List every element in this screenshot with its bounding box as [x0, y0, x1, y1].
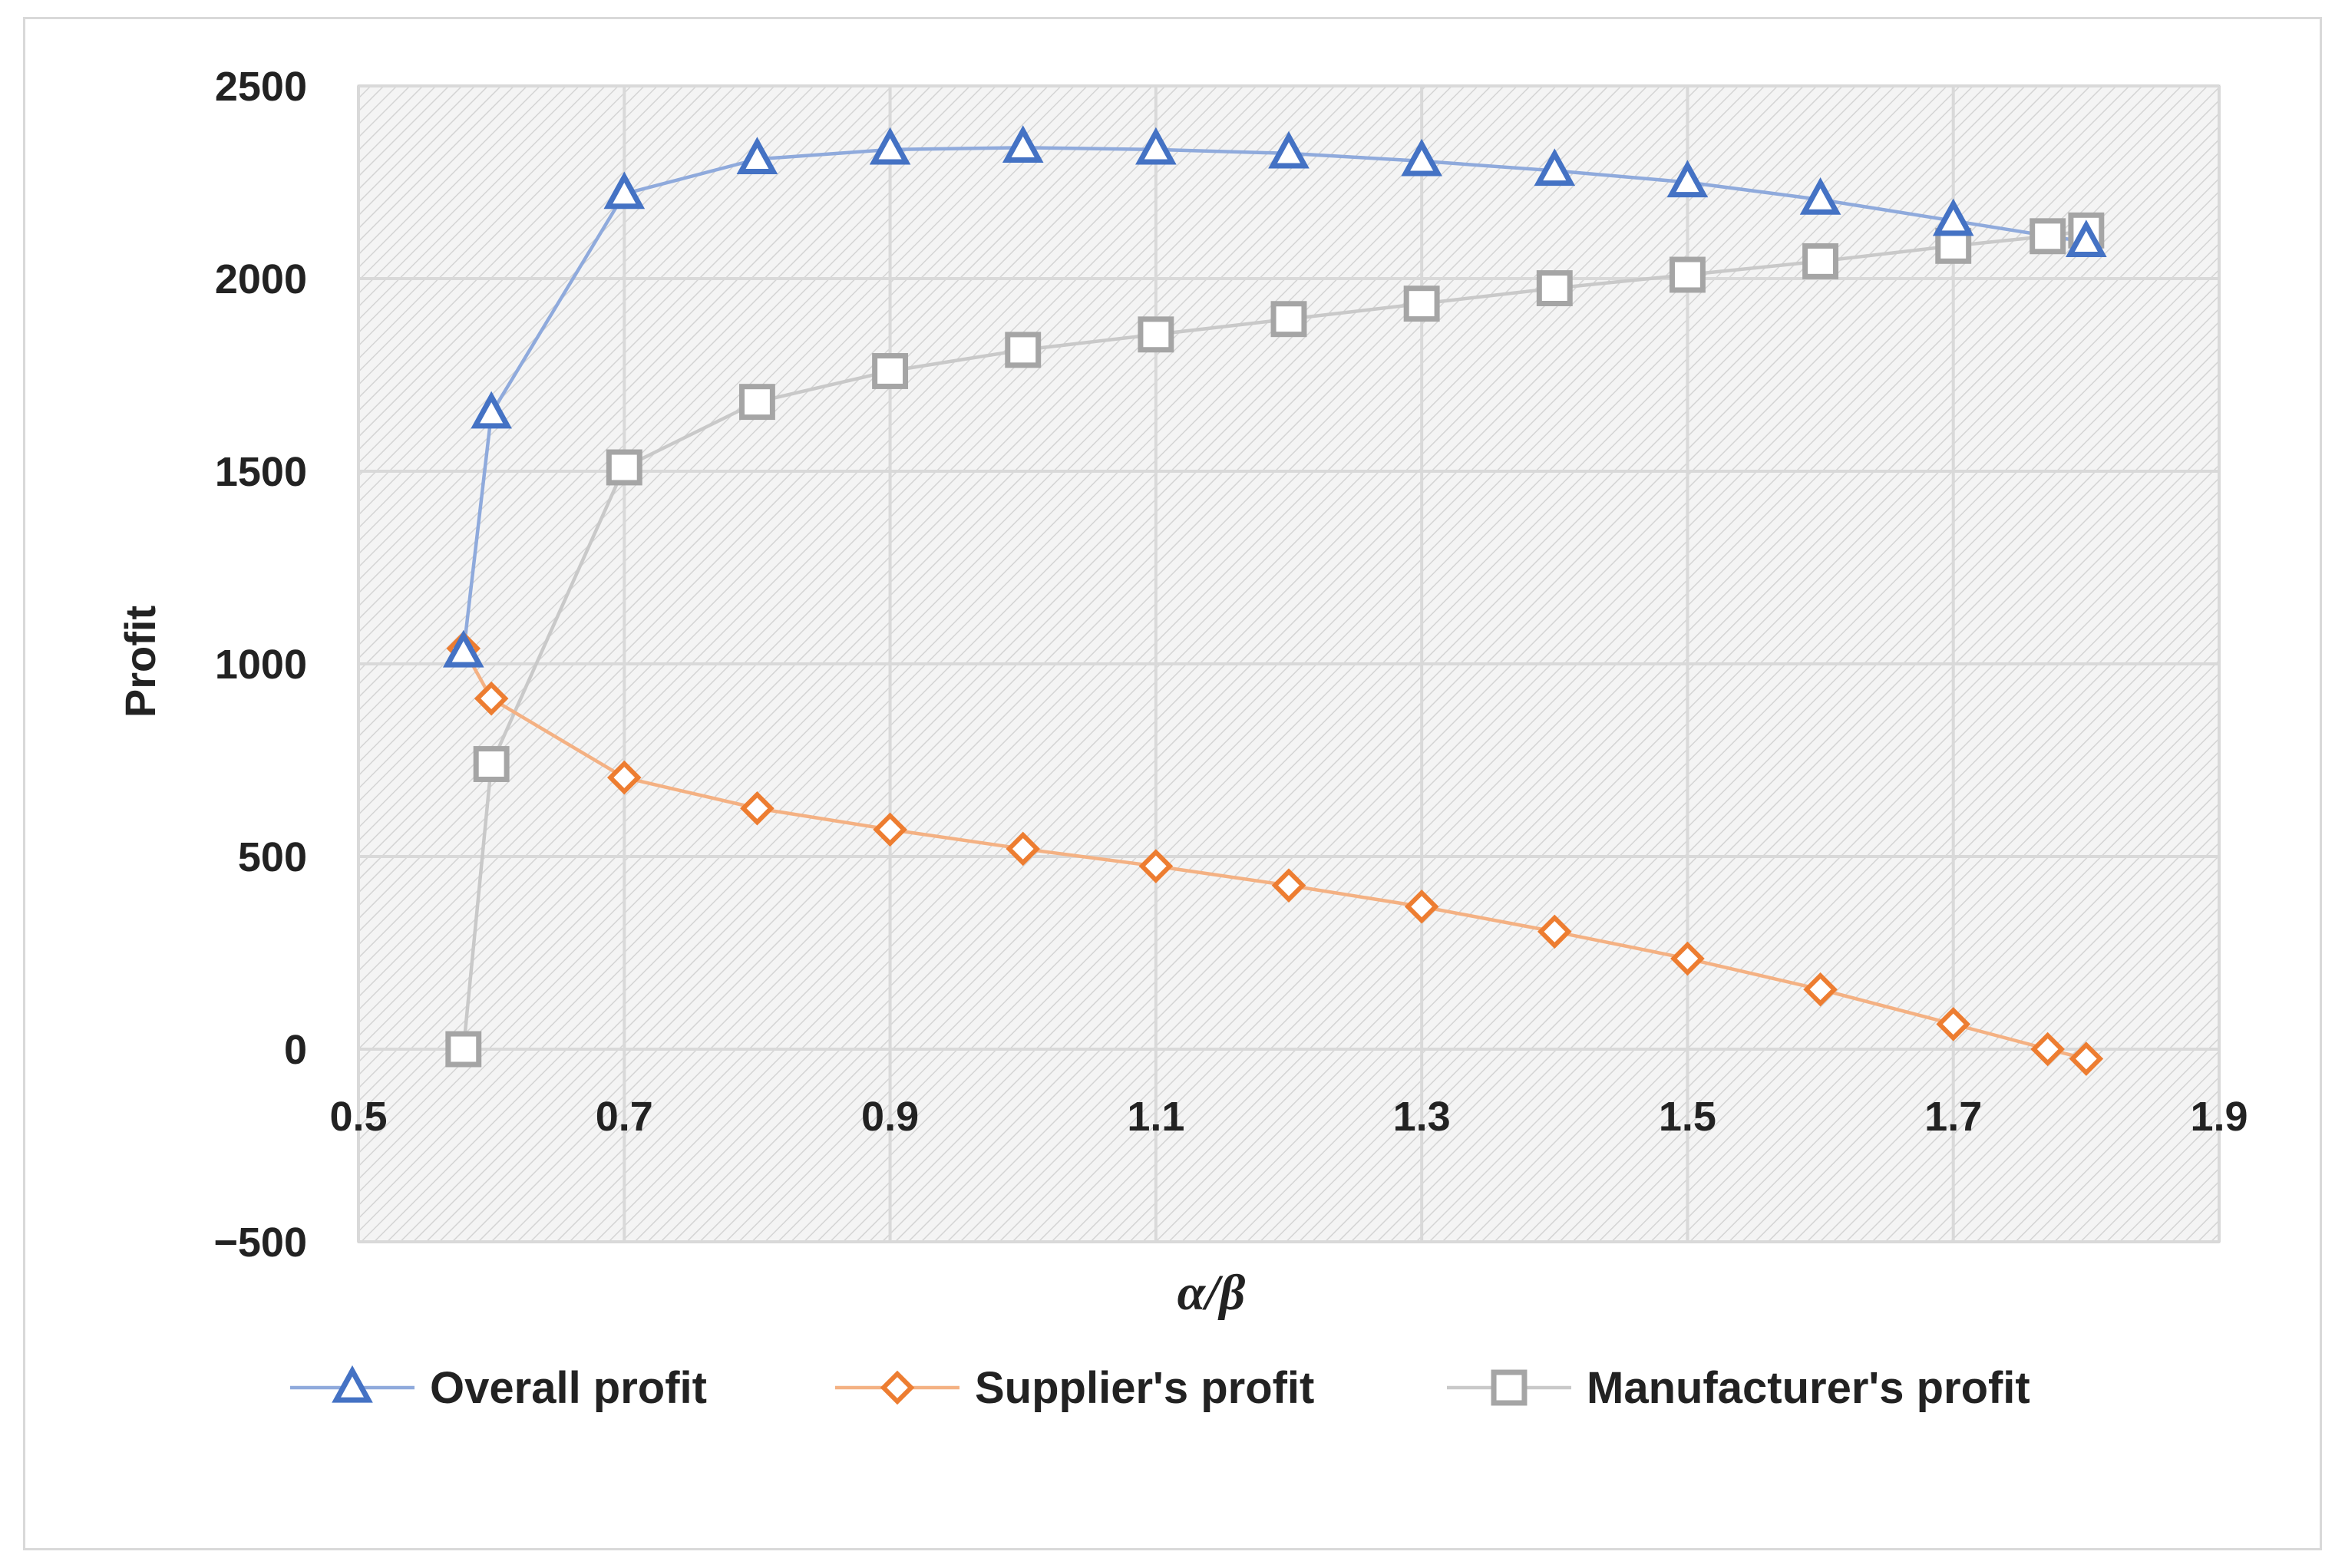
- data-point: [2066, 220, 2107, 257]
- data-point: [2030, 1032, 2065, 1067]
- data-point: [1666, 160, 1709, 198]
- data-point: [474, 681, 509, 716]
- x-tick-label: 1.1: [1127, 1094, 1184, 1140]
- series-triangle: [461, 146, 2087, 653]
- series-markers-triangle: [442, 125, 2107, 668]
- data-point: [1404, 889, 1439, 924]
- data-point: [1271, 868, 1306, 903]
- data-point: [1002, 125, 1044, 163]
- y-axis-ticks: 2500 2000 1500 1000 500 0 −500: [213, 64, 307, 1266]
- data-point: [1802, 243, 1839, 279]
- data-point: [1270, 301, 1307, 338]
- data-point: [740, 791, 775, 826]
- data-point: [606, 760, 642, 795]
- y-tick-label: 1500: [215, 449, 307, 495]
- y-axis-title: Profit: [116, 606, 164, 718]
- data-point: [1932, 198, 1974, 236]
- data-point: [2030, 218, 2066, 255]
- legend-label: Supplier's profit: [975, 1363, 1314, 1413]
- legend-label: Manufacturer's profit: [1587, 1363, 2030, 1413]
- data-point: [1669, 256, 1706, 293]
- data-point: [872, 353, 909, 389]
- x-tick-label: 1.7: [1924, 1094, 1982, 1140]
- data-point: [1536, 270, 1573, 307]
- series-layer: [442, 125, 2107, 1076]
- y-tick-label: 1000: [215, 642, 307, 688]
- legend-marker: [332, 1365, 373, 1403]
- data-point: [1138, 849, 1174, 883]
- series-markers-diamond: [446, 631, 2104, 1076]
- y-tick-label: −500: [213, 1220, 307, 1266]
- y-tick-label: 2000: [215, 256, 307, 302]
- legend-marker: [880, 1370, 915, 1405]
- data-point: [1537, 914, 1572, 949]
- data-point: [1534, 148, 1576, 187]
- data-point: [1006, 831, 1041, 867]
- legend: Overall profit Supplier's profit Manufactu…: [290, 1363, 2030, 1413]
- data-point: [1401, 138, 1442, 177]
- data-point: [1268, 130, 1310, 169]
- series-markers-square: [445, 212, 2105, 1068]
- legend-marker: [1491, 1369, 1528, 1406]
- gridlines: [357, 84, 2221, 1243]
- data-point: [1135, 127, 1177, 165]
- data-point: [445, 1031, 482, 1068]
- data-point: [738, 384, 775, 421]
- data-point: [606, 449, 642, 486]
- legend-item: Manufacturer's profit: [1447, 1363, 2030, 1413]
- data-point: [1005, 332, 1042, 368]
- x-axis-title: α/β: [1177, 1265, 1246, 1321]
- data-point: [869, 127, 911, 165]
- data-point: [1138, 316, 1174, 353]
- x-axis-ticks: 0.5 0.7 0.9 1.1 1.3 1.5 1.7 1.9: [329, 1094, 2248, 1140]
- legend-item: Supplier's profit: [835, 1363, 1314, 1413]
- data-point: [736, 137, 778, 175]
- data-point: [1936, 1007, 1971, 1041]
- x-tick-label: 1.5: [1659, 1094, 1716, 1140]
- y-tick-label: 2500: [215, 64, 307, 110]
- data-point: [2069, 1041, 2104, 1076]
- legend-label: Overall profit: [430, 1363, 707, 1413]
- legend-item: Overall profit: [290, 1363, 707, 1413]
- y-tick-label: 500: [238, 834, 307, 880]
- y-tick-label: 0: [284, 1027, 307, 1073]
- data-point: [1799, 177, 1841, 215]
- x-tick-label: 0.5: [329, 1094, 387, 1140]
- x-tick-label: 0.7: [596, 1094, 653, 1140]
- series-line: [461, 146, 2087, 653]
- data-point: [603, 171, 646, 210]
- x-tick-label: 0.9: [861, 1094, 919, 1140]
- data-point: [471, 391, 512, 429]
- data-point: [442, 629, 484, 668]
- data-point: [473, 746, 510, 782]
- data-point: [1803, 972, 1838, 1007]
- data-point: [873, 812, 907, 847]
- data-point: [1670, 941, 1705, 976]
- data-point: [1403, 286, 1440, 322]
- x-tick-label: 1.3: [1393, 1094, 1451, 1140]
- x-tick-label: 1.9: [2190, 1094, 2248, 1140]
